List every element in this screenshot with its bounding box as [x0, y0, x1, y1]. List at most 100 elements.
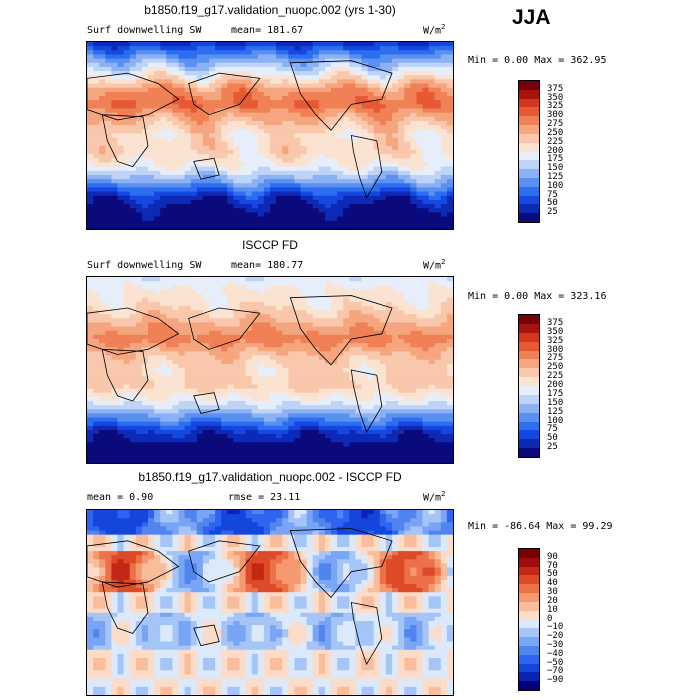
contour-cell [392, 133, 399, 139]
contour-cell [160, 401, 167, 406]
contour-cell [184, 322, 192, 328]
contour-cell [276, 388, 283, 394]
contour-cell [99, 310, 106, 315]
contour-cell [392, 174, 399, 180]
contour-cell [123, 359, 131, 365]
contour-cell [294, 195, 302, 201]
contour-cell [276, 96, 283, 101]
contour-cell [160, 351, 167, 357]
contour-cell [361, 137, 369, 143]
contour-cell [300, 162, 308, 168]
contour-cell [379, 58, 387, 64]
contour-cell [172, 326, 180, 332]
contour-cell [190, 120, 198, 126]
contour-cell [337, 305, 344, 311]
contour-cell [422, 162, 430, 168]
contour-cell [416, 91, 424, 97]
contour-cell [148, 388, 155, 394]
contour-cell [276, 133, 283, 139]
contour-cell [184, 310, 192, 315]
contour-cell [233, 187, 241, 193]
contour-cell [190, 305, 198, 311]
contour-cell [166, 376, 173, 381]
contour-cell [129, 50, 137, 55]
contour-cell [141, 208, 149, 213]
contour-cell [105, 281, 112, 286]
contour-cell [221, 58, 228, 64]
contour-cell [141, 301, 149, 307]
contour-cell [324, 343, 332, 348]
contour-cell [428, 322, 436, 328]
contour-cell [263, 380, 271, 385]
contour-cell [428, 195, 436, 201]
contour-cell [123, 125, 131, 130]
contour-cell [160, 392, 167, 398]
contour-cell [196, 339, 204, 344]
contour-cell [300, 66, 308, 72]
contour-cell [312, 137, 320, 143]
contour-cell [312, 58, 320, 64]
contour-cell [178, 330, 186, 336]
contour-cell [337, 318, 344, 323]
contour-cell [288, 50, 295, 55]
contour-cell [215, 83, 222, 89]
contour-cell [440, 314, 448, 319]
contour-cell [392, 71, 399, 76]
contour-cell [166, 293, 173, 299]
contour-cell [416, 71, 424, 76]
contour-cell [93, 112, 100, 118]
contour-cell [282, 133, 289, 139]
contour-cell [117, 199, 125, 205]
contour-cell [227, 158, 234, 164]
contour-cell [282, 66, 289, 72]
contour-cell [288, 425, 295, 431]
contour-cell [392, 372, 399, 377]
contour-cell [440, 100, 448, 105]
contour-cell [257, 108, 265, 114]
contour-cell [87, 174, 94, 180]
contour-cell [379, 392, 387, 398]
contour-cell [233, 380, 241, 385]
contour-cell [367, 79, 375, 85]
contour-cell [385, 409, 393, 414]
contour-cell [276, 351, 283, 357]
contour-cell [135, 372, 143, 377]
contour-cell [184, 104, 192, 110]
contour-cell [355, 388, 363, 394]
contour-cell [288, 42, 295, 47]
contour-cell [373, 174, 381, 180]
contour-cell [276, 297, 283, 303]
contour-cell [312, 50, 320, 55]
contour-cell [245, 363, 253, 369]
contour-cell [288, 372, 295, 377]
contour-cell [190, 310, 198, 315]
contour-cell [300, 166, 308, 172]
contour-cell [355, 204, 363, 209]
contour-cell [404, 351, 411, 357]
contour-cell [318, 293, 326, 299]
contour-cell [190, 376, 198, 381]
contour-cell [111, 224, 119, 229]
contour-cell [221, 334, 228, 340]
contour-cell [385, 87, 393, 93]
contour-cell [154, 162, 161, 168]
contour-cell [379, 384, 387, 390]
contour-cell [178, 42, 186, 47]
contour-cell [440, 421, 448, 427]
contour-cell [373, 58, 381, 64]
contour-cell [446, 183, 453, 188]
contour-cell [367, 204, 375, 209]
contour-cell [93, 289, 100, 295]
contour-cell [154, 108, 161, 114]
contour-cell [270, 96, 277, 101]
contour-cell [306, 150, 314, 155]
contour-cell [215, 120, 222, 126]
contour-cell [282, 154, 289, 159]
contour-cell [87, 170, 94, 176]
contour-cell [324, 305, 332, 311]
contour-cell [99, 129, 106, 134]
contour-cell [276, 179, 283, 184]
contour-cell [221, 79, 228, 85]
contour-cell [190, 191, 198, 197]
contour-cell [404, 125, 411, 130]
